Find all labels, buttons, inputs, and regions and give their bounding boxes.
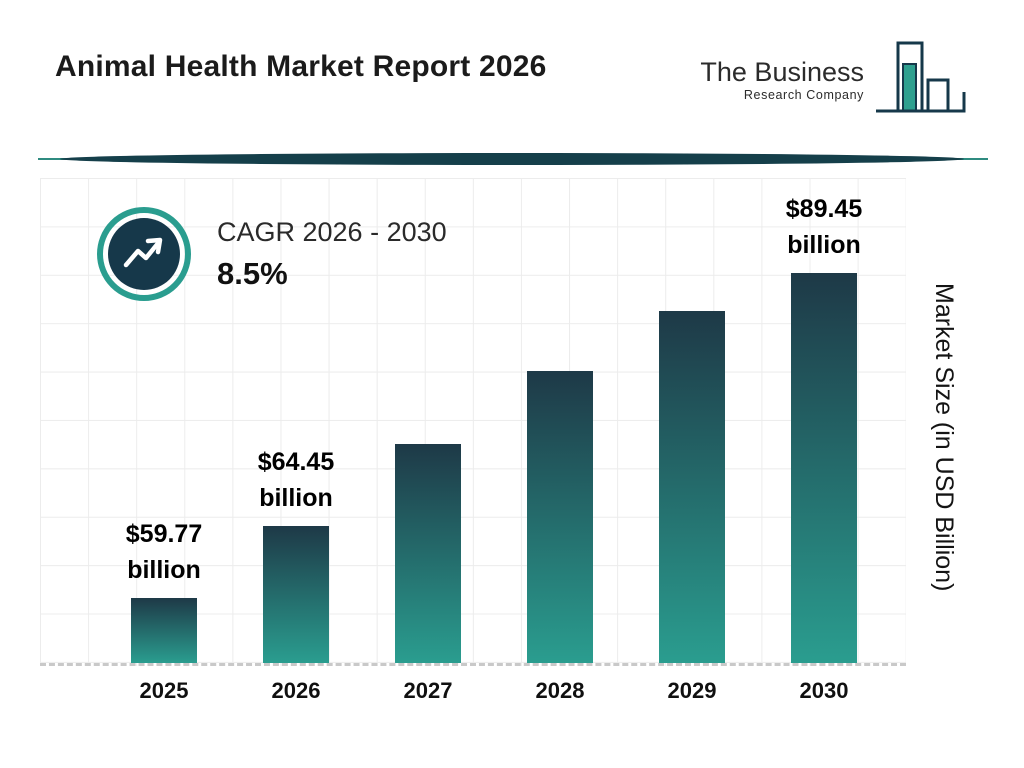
bar-value-label: $59.77 billion — [125, 519, 203, 584]
bar-2028 — [527, 371, 593, 663]
divider — [38, 153, 988, 165]
trending-up-icon — [97, 207, 191, 301]
bar-2026 — [263, 526, 329, 663]
bar-slot: $59.77 billion — [98, 178, 230, 663]
page-title: Animal Health Market Report 2026 — [55, 50, 547, 83]
x-axis-label-2030: 2030 — [799, 678, 849, 703]
bar-chart-logo-icon — [876, 41, 966, 113]
bar-2029 — [659, 311, 725, 663]
x-axis-label-2027: 2027 — [403, 678, 453, 703]
y-axis-label: Market Size (in USD Billion) — [930, 283, 958, 592]
bar-slot — [494, 178, 626, 663]
x-axis-label-2028: 2028 — [535, 678, 585, 703]
bar-2027 — [395, 444, 461, 663]
bar-slot: $64.45 billion — [230, 178, 362, 663]
company-logo: The Business Research Company — [700, 40, 968, 120]
bar-slot — [626, 178, 758, 663]
x-axis-label-2025: 2025 — [139, 678, 189, 703]
cagr-text: CAGR 2026 - 2030 8.5% — [217, 217, 447, 292]
bar-slot: $89.45 billion — [758, 178, 890, 663]
bar-2025 — [131, 598, 197, 663]
bar-value-label: $89.45 billion — [785, 194, 863, 259]
company-logo-text: The Business Research Company — [700, 58, 864, 101]
chart-plot-area: $59.77 billion $64.45 billion $89.45 billion — [40, 178, 906, 666]
cagr-value: 8.5% — [217, 255, 288, 291]
cagr-label: CAGR 2026 - 2030 — [217, 216, 447, 247]
logo-name: The Business — [700, 57, 864, 88]
bar-value-label: $64.45 billion — [257, 447, 335, 512]
bar-slot — [362, 178, 494, 663]
x-axis-labels: 2025 2026 2027 2028 2029 2030 — [98, 678, 890, 704]
bars: $59.77 billion $64.45 billion $89.45 billion — [98, 178, 890, 663]
x-axis-label-2026: 2026 — [271, 678, 321, 703]
logo-subname: Research Company — [743, 87, 864, 102]
cagr-badge: CAGR 2026 - 2030 8.5% — [95, 205, 447, 303]
x-axis-label-2029: 2029 — [667, 678, 717, 703]
bar-2030 — [791, 273, 857, 663]
